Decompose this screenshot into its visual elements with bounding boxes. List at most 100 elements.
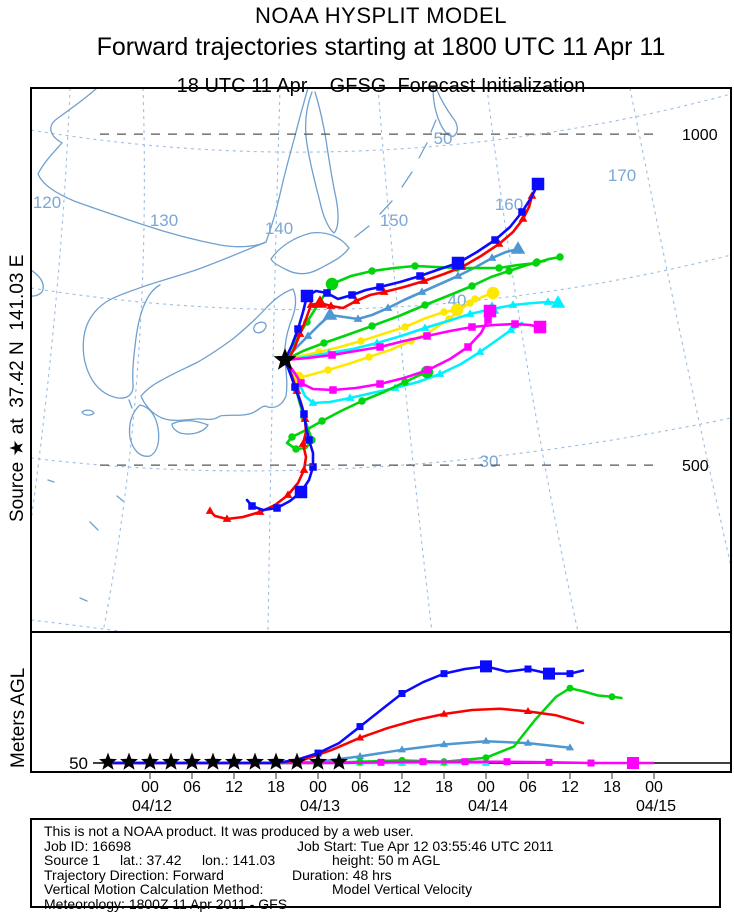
baseline-label-50: 50: [69, 754, 88, 773]
coast-jeju-island: [81, 409, 95, 416]
coast-honshu: [140, 288, 297, 422]
height-star-marker: [225, 752, 243, 770]
coast-kyushu: [128, 404, 160, 457]
trajectory-magenta-mid-marker: [484, 316, 492, 324]
height-star-marker: [330, 752, 348, 770]
trajectory-red-south-marker: [255, 507, 265, 515]
height-marker-green: [482, 754, 490, 762]
height-marker-magenta: [461, 758, 469, 766]
page-title: NOAA HYSPLIT MODEL: [255, 3, 507, 28]
trajectory-green-mid-marker: [468, 282, 476, 290]
trajectory-green-ne-marker: [411, 262, 419, 270]
trajectory-blue-ne-marker: [518, 208, 526, 216]
trajectory-cyan-mid-marker: [506, 325, 516, 333]
meridian-170: [629, 89, 730, 565]
trajectory-steelblue-ne-marker: [303, 331, 313, 339]
trajectory-green-mid-marker: [320, 339, 328, 347]
height-marker-magenta: [377, 758, 385, 766]
height-marker-steelblue: [355, 752, 365, 759]
height-marker-blue-big: [480, 660, 492, 673]
height-marker-steelblue: [523, 738, 533, 746]
x-tick-label-60: 06: [519, 779, 537, 796]
height-star-marker: [141, 752, 159, 770]
trajectory-yellow-ne-marker: [466, 299, 474, 307]
trajectory-blue-ne-marker: [348, 291, 356, 299]
trajectory-magenta-ne-marker: [468, 323, 476, 331]
parallel-20n: [32, 619, 123, 631]
coast-korea: [82, 284, 161, 399]
trajectory-yellow-ne-marker-big: [450, 303, 464, 317]
trajectory-green-south-marker: [288, 433, 296, 441]
trajectory-green-mid-marker: [368, 322, 376, 330]
height-marker-blue: [356, 723, 364, 731]
trajectory-lines: [205, 177, 566, 522]
x-tick-label-6: 00: [141, 779, 159, 796]
trajectory-cyan-ne-marker: [420, 323, 430, 331]
trajectory-blue-south-marker: [273, 504, 281, 512]
trajectory-blue-ne-marker-big: [531, 177, 545, 191]
trajectory-red-ne-marker: [518, 214, 528, 222]
coast-hokkaido: [270, 231, 350, 275]
height-star-marker: [120, 752, 138, 770]
trajectory-red-south-marker: [205, 506, 215, 514]
source-star-layer: [273, 348, 297, 370]
trajectory-cyan-ne-marker: [543, 297, 553, 305]
map-y-axis-label: Source ★ at 37.42 N 141.03 E: [7, 254, 28, 522]
graticule-label-130: 130: [150, 211, 178, 230]
trajectory-magenta-mid-marker: [424, 366, 432, 374]
graticule-label-140: 140: [265, 219, 293, 238]
x-date-label-04-15: 04/15: [636, 798, 676, 815]
height-star-marker: [288, 752, 306, 770]
trajectory-blue-south-marker-big: [294, 485, 308, 499]
trajectory-blue-ne-marker: [416, 272, 424, 280]
height-marker-red: [439, 709, 449, 717]
map-graticule: [32, 89, 730, 631]
coast-shikoku: [171, 420, 209, 435]
footer-text: height: 50 m AGL: [332, 852, 441, 869]
height-marker-magenta-big: [627, 757, 639, 769]
height-y-axis-label: Meters AGL: [8, 667, 29, 768]
trajectory-yellow-mid-marker: [365, 353, 373, 361]
footer-text: Meteorology: 1800Z 11 Apr 2011 - GFS: [44, 896, 288, 912]
graticule-label-160: 160: [495, 195, 523, 214]
trajectory-green-ne-marker: [368, 267, 376, 275]
trajectory-magenta-mid-marker: [376, 380, 384, 388]
trajectory-blue-ne-marker-big: [300, 289, 314, 303]
trajectory-red-ne-marker: [494, 239, 504, 247]
trajectory-cyan-ne-marker: [508, 300, 518, 308]
trajectory-yellow-ne-marker: [440, 308, 448, 316]
trajectory-yellow-ne-marker: [401, 323, 409, 331]
trajectory-green-mid: [283, 259, 547, 362]
trajectory-green-south-marker: [292, 445, 300, 453]
trajectory-red-south-marker: [283, 490, 293, 498]
x-tick-label-42: 12: [393, 779, 411, 796]
trajectory-magenta-ne-marker-big: [533, 320, 547, 334]
trajectory-blue-south-marker: [291, 383, 299, 391]
initialization-line: 18 UTC 11 Apr GFSG Forecast Initializati…: [176, 75, 586, 97]
trajectory-steelblue-ne-marker-big: [322, 307, 338, 320]
height-marker-blue: [566, 670, 574, 678]
trajectory-green-ne-marker: [495, 264, 503, 272]
trajectory-cyan-mid-marker: [345, 393, 355, 401]
x-tick-label-30: 00: [309, 779, 327, 796]
parallel-50n: [32, 93, 730, 153]
trajectory-magenta-ne-marker: [376, 343, 384, 351]
height-marker-blue: [524, 665, 532, 673]
trajectory-red-south-marker: [222, 514, 232, 522]
trajectory-magenta-ne-marker: [423, 332, 431, 340]
meridian-150: [377, 89, 433, 631]
height-star-marker: [267, 752, 285, 770]
coast-mainland-okhotsk: [37, 89, 309, 248]
graticule-label-50: 50: [434, 129, 453, 148]
height-star-marker: [183, 752, 201, 770]
x-tick-label-24: 18: [267, 779, 285, 796]
coast-kuril-islands: [354, 119, 437, 238]
trajectory-green-ne-marker: [532, 259, 540, 267]
trajectory-steelblue-ne-marker: [453, 271, 463, 279]
trajectory-blue-south-marker: [309, 463, 317, 471]
graticule-label-120: 120: [33, 193, 61, 212]
height-marker-steelblue: [565, 743, 575, 751]
trajectory-magenta-ne-marker: [511, 320, 519, 328]
meridian-140: [267, 89, 281, 631]
